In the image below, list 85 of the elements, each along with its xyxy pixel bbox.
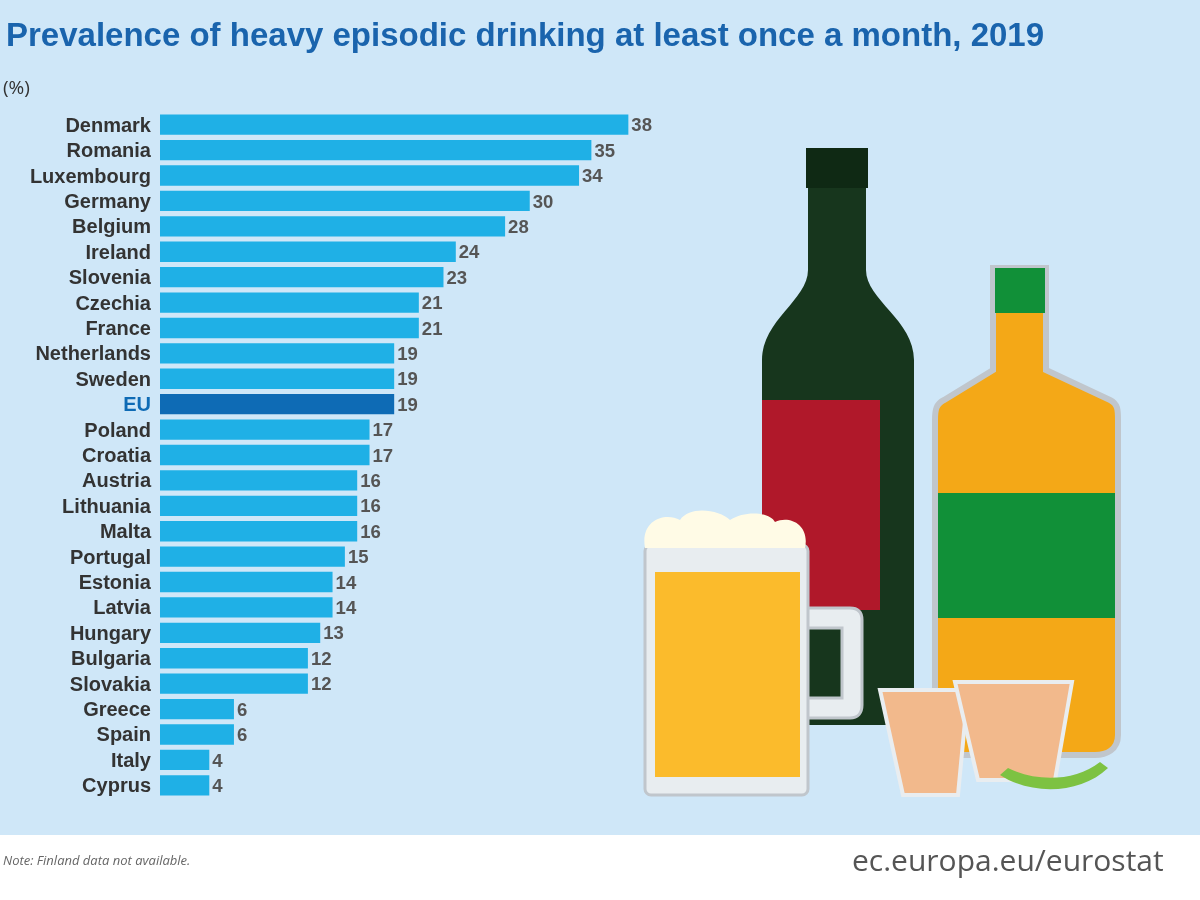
bar <box>160 292 419 313</box>
y-tick-label: Estonia <box>78 571 152 594</box>
data-label: 15 <box>347 546 369 568</box>
data-label: 23 <box>446 266 468 288</box>
bar <box>160 521 358 542</box>
bar <box>160 673 308 694</box>
bar <box>160 317 419 339</box>
y-tick-label: Slovenia <box>68 266 152 289</box>
y-tick-label: Spain <box>96 723 151 746</box>
bar <box>160 495 358 516</box>
bar <box>160 190 530 212</box>
bar <box>160 571 333 593</box>
data-label: 16 <box>360 495 381 517</box>
bar <box>160 343 395 364</box>
data-label: 19 <box>397 393 418 415</box>
y-tick-label: Poland <box>84 418 151 441</box>
bar <box>160 165 580 186</box>
data-label: 17 <box>372 419 394 441</box>
y-tick-label: Latvia <box>93 596 152 619</box>
data-label: 12 <box>310 647 332 669</box>
data-label: 12 <box>310 673 332 695</box>
y-tick-label: Malta <box>99 520 152 543</box>
y-tick-label: Hungary <box>69 621 152 644</box>
y-tick-label: Denmark <box>65 113 152 136</box>
y-tick-label: Romania <box>66 139 152 162</box>
y-tick-label: Greece <box>83 698 151 721</box>
bar <box>160 368 395 389</box>
y-tick-label: Belgium <box>72 215 151 238</box>
bar <box>160 724 234 745</box>
y-tick-label: Austria <box>82 469 152 492</box>
data-label: 6 <box>236 724 248 746</box>
text: Note: Finland data not available. <box>3 851 191 869</box>
data-label: 16 <box>360 520 381 542</box>
bar <box>160 648 308 669</box>
y-tick-label: Germany <box>64 189 152 212</box>
chart-subtitle: (%) <box>3 74 30 100</box>
data-label: 34 <box>582 165 604 187</box>
y-tick-label: Netherlands <box>35 342 151 365</box>
data-label: 30 <box>532 190 554 212</box>
data-label: 19 <box>397 343 418 364</box>
y-tick-label: Slovakia <box>69 672 152 695</box>
data-label: 14 <box>335 571 357 593</box>
bar <box>160 698 234 720</box>
data-label: 4 <box>212 749 224 771</box>
data-label: 19 <box>397 368 418 390</box>
data-label: 16 <box>360 470 381 492</box>
y-tick-label: Luxembourg <box>29 164 151 187</box>
y-tick-label: France <box>85 316 151 339</box>
data-label: 21 <box>421 317 443 339</box>
bar <box>160 470 358 491</box>
data-label: 28 <box>508 215 529 237</box>
bar <box>160 139 592 161</box>
data-label: 13 <box>323 622 344 644</box>
bar <box>160 546 345 567</box>
bar <box>160 266 444 288</box>
y-tick-label: Ireland <box>85 240 151 263</box>
text: ec.europa.eu/eurostat <box>852 839 1164 880</box>
y-tick-label: Czechia <box>75 291 152 314</box>
data-label: 17 <box>372 444 394 466</box>
bar <box>160 394 395 415</box>
data-label: 35 <box>594 139 616 161</box>
y-tick-label: Croatia <box>82 444 152 466</box>
y-tick-label: Sweden <box>75 367 151 390</box>
bar <box>160 216 506 237</box>
bar <box>160 749 210 771</box>
data-label: 38 <box>631 114 652 136</box>
bar <box>160 444 370 466</box>
bar <box>160 419 370 440</box>
bar <box>160 597 333 618</box>
data-label: 14 <box>335 597 357 619</box>
y-tick-label: EU <box>123 393 151 416</box>
y-tick-label: Lithuania <box>62 494 152 517</box>
y-tick-label: Bulgaria <box>70 647 152 670</box>
y-tick-label: Cyprus <box>82 774 151 797</box>
bar <box>160 114 629 135</box>
chart-title: Prevalence of heavy episodic drinking at least once a month, 2019 <box>6 15 1045 53</box>
bar <box>160 622 321 644</box>
bar <box>160 241 456 262</box>
data-label: 24 <box>458 241 481 263</box>
bar <box>160 775 210 796</box>
data-label: 4 <box>212 774 224 796</box>
data-label: 21 <box>421 292 443 314</box>
y-tick-label: Italy <box>110 748 152 771</box>
y-tick-label: Portugal <box>69 545 151 568</box>
data-label: 6 <box>236 698 248 720</box>
